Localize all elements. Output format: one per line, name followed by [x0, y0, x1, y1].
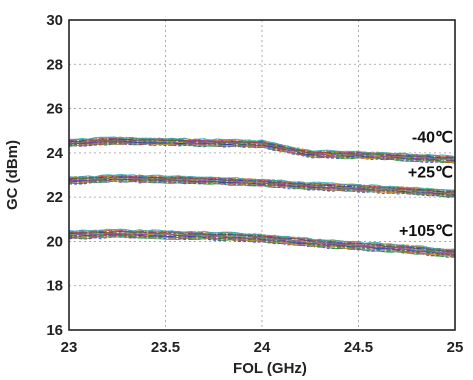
y-tick-label: 16 [46, 322, 63, 339]
x-tick-label: 25 [447, 339, 464, 356]
series-trace [68, 174, 456, 192]
tick-labels: 23 23.5 24 24.5 25 16 18 20 22 24 26 28 30 [46, 12, 463, 356]
series-trace [68, 138, 456, 160]
y-tick-label: 24 [46, 145, 63, 162]
series-trace [68, 228, 456, 250]
series-trace [68, 136, 456, 158]
x-axis-label: FOL (GHz) [233, 360, 307, 377]
series-2 [68, 228, 456, 259]
series-layer [68, 136, 456, 259]
y-tick-label: 20 [46, 233, 63, 250]
grid-lines [69, 20, 455, 330]
x-tick-label: 24.5 [344, 339, 373, 356]
series-labels: -40℃ +25℃ +105℃ [399, 129, 453, 240]
y-tick-label: 18 [46, 278, 63, 295]
series-trace [68, 173, 456, 191]
series-label: +105℃ [399, 223, 453, 240]
y-axis-label: GC (dBm) [4, 140, 21, 210]
x-tick-label: 23.5 [151, 339, 180, 356]
y-tick-label: 30 [46, 12, 63, 29]
series-trace [68, 180, 456, 198]
series-label: +25℃ [408, 165, 453, 182]
x-tick-label: 24 [254, 339, 271, 356]
y-tick-label: 28 [46, 56, 63, 73]
plot-frame [68, 19, 456, 331]
series-0 [68, 136, 456, 164]
series-label: -40℃ [412, 129, 453, 146]
y-tick-label: 26 [46, 101, 63, 118]
y-tick-label: 22 [46, 189, 63, 206]
series-1 [68, 173, 456, 199]
x-tick-label: 23 [61, 339, 78, 356]
